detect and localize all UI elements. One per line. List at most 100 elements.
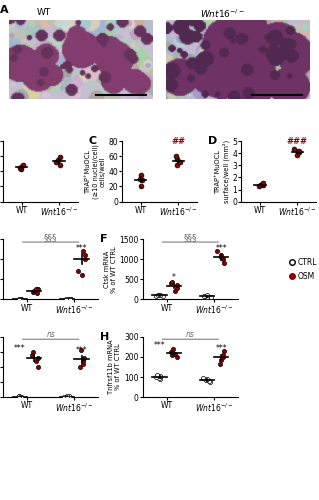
Point xyxy=(64,392,70,400)
Point xyxy=(17,392,22,400)
Point xyxy=(62,392,67,400)
Text: ##: ## xyxy=(171,137,185,146)
Point xyxy=(169,278,174,286)
Point xyxy=(34,290,39,298)
Point xyxy=(221,347,226,355)
Point xyxy=(32,286,37,294)
Point xyxy=(82,255,87,263)
Point xyxy=(19,392,24,400)
Point xyxy=(215,247,220,255)
Point xyxy=(140,176,145,184)
Point xyxy=(17,392,22,400)
Point xyxy=(174,162,180,170)
Point xyxy=(79,346,84,354)
Point xyxy=(170,345,175,353)
Point xyxy=(154,292,159,300)
Point xyxy=(17,164,22,172)
Point xyxy=(35,354,41,362)
Point xyxy=(157,375,162,383)
Point xyxy=(80,360,85,368)
Point xyxy=(157,292,162,300)
Text: ***: *** xyxy=(76,346,87,354)
Point xyxy=(33,284,38,292)
Point xyxy=(218,253,223,261)
Point xyxy=(221,255,226,263)
Text: C: C xyxy=(89,136,97,146)
Point xyxy=(155,291,160,299)
Point xyxy=(79,271,85,279)
Point xyxy=(65,294,70,302)
Text: ***: *** xyxy=(215,244,227,252)
Point xyxy=(33,357,38,365)
Point xyxy=(221,351,226,359)
Point xyxy=(296,148,301,156)
Point xyxy=(219,251,224,259)
Point xyxy=(177,158,182,166)
Text: $Wnt16^{-/-}$: $Wnt16^{-/-}$ xyxy=(200,8,244,20)
Point xyxy=(54,158,59,166)
Point xyxy=(174,152,179,160)
Point xyxy=(68,393,73,401)
Legend: CTRL, OSM: CTRL, OSM xyxy=(286,255,319,284)
Point xyxy=(207,378,212,386)
Point xyxy=(18,392,23,400)
Point xyxy=(35,363,40,371)
Point xyxy=(204,292,209,300)
Point xyxy=(81,354,86,362)
Point xyxy=(18,295,23,303)
Point xyxy=(204,376,209,384)
Point xyxy=(63,294,69,302)
Point xyxy=(137,175,142,183)
Text: §§§: §§§ xyxy=(44,233,57,242)
Text: F: F xyxy=(100,234,108,244)
Point xyxy=(157,372,162,380)
Point xyxy=(169,348,174,356)
Point xyxy=(20,160,25,168)
Point xyxy=(68,295,73,303)
Point xyxy=(18,295,23,303)
Point xyxy=(57,160,63,168)
Point xyxy=(68,295,73,303)
Point xyxy=(201,374,206,382)
Y-axis label: Ctsk mRNA
% of WT CTRL: Ctsk mRNA % of WT CTRL xyxy=(104,246,116,292)
Y-axis label: TRAP⁺MuOCL
(≥10 nuclei/cell)
cells/well: TRAP⁺MuOCL (≥10 nuclei/cell) cells/well xyxy=(85,144,106,199)
Text: *: * xyxy=(172,274,176,282)
Text: ns: ns xyxy=(186,330,195,339)
Point xyxy=(77,363,82,371)
Point xyxy=(175,284,180,292)
Point xyxy=(19,393,24,401)
Point xyxy=(205,292,210,300)
Point xyxy=(154,371,160,379)
Point xyxy=(80,357,85,365)
Text: A: A xyxy=(0,5,9,15)
Point xyxy=(157,290,162,298)
Point xyxy=(207,377,212,385)
Text: ###: ### xyxy=(287,137,308,146)
Text: H: H xyxy=(100,332,109,342)
Point xyxy=(156,374,161,382)
Point xyxy=(222,259,227,267)
Point xyxy=(19,295,24,303)
Text: ***: *** xyxy=(14,344,26,354)
Point xyxy=(76,267,81,275)
Point xyxy=(203,292,208,300)
Point xyxy=(160,292,166,300)
Point xyxy=(217,360,222,368)
Point xyxy=(68,294,73,302)
Point xyxy=(168,280,173,287)
Point xyxy=(170,351,175,359)
Point xyxy=(295,150,300,158)
Point xyxy=(221,353,226,361)
Text: ***: *** xyxy=(154,341,165,350)
Point xyxy=(82,251,87,259)
Point xyxy=(260,180,265,188)
Point xyxy=(256,182,261,190)
Point xyxy=(29,351,34,359)
Point xyxy=(57,153,63,161)
Point xyxy=(31,288,36,296)
Text: ***: *** xyxy=(215,344,227,353)
Point xyxy=(139,182,144,190)
Text: ***: *** xyxy=(76,244,87,252)
Point xyxy=(219,356,224,364)
Text: ns: ns xyxy=(46,330,55,339)
